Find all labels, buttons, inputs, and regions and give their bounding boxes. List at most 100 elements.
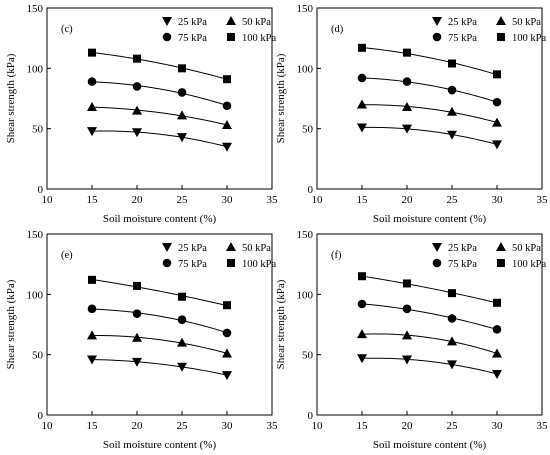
data-point-75-kPa	[357, 299, 367, 309]
y-axis-title: Shear strength (kPa)	[5, 53, 17, 143]
data-point-50-kPa	[87, 101, 97, 111]
data-point-100-kPa	[88, 275, 96, 284]
legend-label: 100 kPa	[242, 259, 276, 270]
data-point-75-kPa	[402, 304, 412, 314]
data-point-100-kPa	[493, 70, 501, 79]
data-point-25-kPa	[222, 371, 232, 381]
data-point-50-kPa	[132, 332, 142, 342]
data-point-50-kPa	[222, 348, 232, 358]
x-tick-label: 10	[312, 420, 324, 432]
legend-marker-triangle-down	[162, 17, 172, 26]
data-point-25-kPa	[357, 123, 367, 133]
series-curve-50-kPa	[361, 333, 498, 354]
series-curve-50-kPa	[361, 104, 498, 123]
y-tick-label: 50	[32, 350, 44, 362]
series-curve-25-kPa	[361, 126, 498, 145]
data-point-25-kPa	[357, 354, 367, 364]
data-point-25-kPa	[492, 369, 502, 379]
legend-marker-square	[497, 259, 505, 267]
x-tick-label: 15	[357, 194, 369, 206]
data-point-25-kPa	[177, 362, 187, 372]
legend-label: 75 kPa	[448, 259, 477, 270]
plot-frame	[316, 7, 543, 190]
data-point-100-kPa	[223, 75, 231, 84]
legend-marker-triangle-up	[226, 242, 236, 251]
legend-label: 50 kPa	[512, 17, 541, 28]
panel-label: (c)	[61, 24, 73, 35]
legend-marker-triangle-up	[226, 16, 236, 25]
y-axis-title: Shear strength (kPa)	[275, 53, 287, 143]
y-tick-label: 100	[27, 289, 44, 301]
data-point-100-kPa	[493, 298, 501, 307]
chart-panel-e: 10 15 20 25 30 35 0 50 100 150 Soil moisture conte…	[5, 229, 278, 451]
x-tick-label: 10	[42, 194, 54, 206]
data-point-50-kPa	[357, 329, 367, 339]
data-point-75-kPa	[87, 77, 97, 86]
legend-marker-circle	[432, 258, 442, 268]
y-tick-label: 100	[297, 289, 314, 301]
data-point-25-kPa	[447, 360, 457, 370]
data-point-100-kPa	[88, 48, 96, 57]
x-tick-label: 30	[492, 194, 504, 206]
x-tick-label: 25	[177, 420, 189, 432]
data-point-75-kPa	[132, 309, 142, 318]
series-curve-100-kPa	[361, 275, 498, 304]
y-tick-label: 50	[302, 350, 314, 362]
plot-frame	[316, 233, 543, 416]
data-point-25-kPa	[402, 355, 412, 365]
data-point-75-kPa	[447, 85, 457, 95]
data-point-25-kPa	[132, 128, 142, 138]
legend-label: 25 kPa	[448, 17, 477, 28]
legend-marker-triangle-down	[432, 17, 442, 26]
legend-label: 25 kPa	[448, 243, 477, 254]
series-curve-25-kPa	[91, 359, 228, 376]
data-point-50-kPa	[177, 110, 187, 120]
data-point-75-kPa	[132, 82, 142, 91]
x-axis-title: Soil moisture content (%)	[373, 213, 487, 225]
x-tick-label: 25	[177, 194, 189, 206]
series-curve-75-kPa	[91, 308, 228, 334]
legend-label: 25 kPa	[178, 243, 207, 254]
y-tick-label: 100	[297, 63, 314, 75]
y-tick-label: 150	[27, 3, 44, 15]
data-point-100-kPa	[133, 54, 141, 63]
data-point-100-kPa	[448, 289, 456, 298]
legend-marker-square	[227, 33, 235, 41]
x-axis-title: Soil moisture content (%)	[103, 213, 217, 225]
chart-panel-f: 10 15 20 25 30 35 0 50 100 150 Soil moisture conte…	[275, 229, 548, 451]
data-point-75-kPa	[402, 77, 412, 86]
series-curve-50-kPa	[91, 335, 228, 354]
data-point-50-kPa	[402, 101, 412, 111]
x-tick-label: 20	[132, 420, 144, 432]
data-point-25-kPa	[177, 133, 187, 143]
data-point-25-kPa	[87, 355, 97, 365]
y-tick-label: 150	[297, 3, 314, 15]
x-tick-label: 30	[492, 420, 504, 432]
legend-label: 75 kPa	[448, 33, 477, 44]
series-curve-75-kPa	[361, 303, 498, 330]
y-tick-label: 150	[27, 229, 44, 241]
legend-label: 75 kPa	[178, 33, 207, 44]
data-point-75-kPa	[177, 88, 187, 97]
y-tick-label: 0	[38, 184, 44, 196]
legend-label: 50 kPa	[242, 243, 271, 254]
x-tick-label: 10	[312, 194, 324, 206]
x-tick-label: 35	[537, 194, 549, 206]
x-axis-title: Soil moisture content (%)	[373, 439, 487, 451]
x-tick-label: 25	[447, 194, 459, 206]
y-tick-label: 50	[302, 124, 314, 136]
data-point-100-kPa	[133, 281, 141, 290]
legend-label: 25 kPa	[178, 17, 207, 28]
y-tick-label: 0	[308, 410, 314, 422]
series-curve-25-kPa	[361, 357, 498, 375]
series-curve-75-kPa	[91, 81, 228, 106]
y-tick-label: 50	[32, 124, 44, 136]
data-point-50-kPa	[177, 337, 187, 347]
legend-label: 50 kPa	[242, 17, 271, 28]
x-tick-label: 35	[267, 420, 279, 432]
legend-label: 100 kPa	[512, 33, 546, 44]
legend-marker-circle	[162, 32, 172, 42]
data-point-75-kPa	[447, 314, 457, 323]
x-tick-label: 10	[42, 420, 54, 432]
